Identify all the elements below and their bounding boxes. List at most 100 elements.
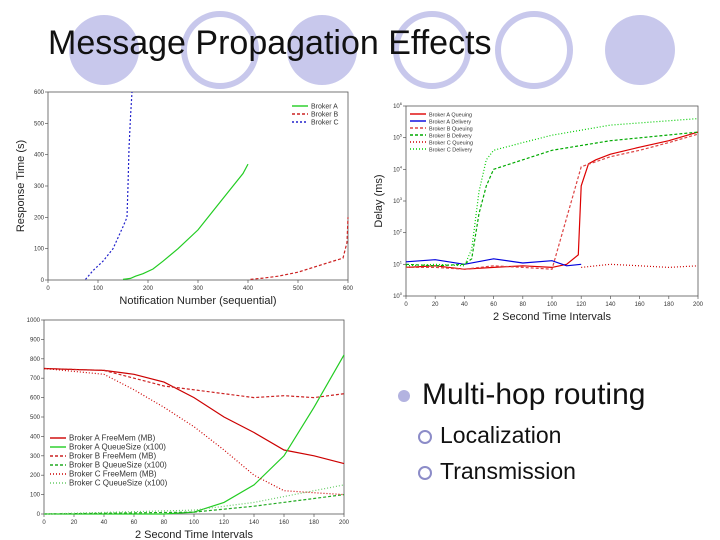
y-tick-label: 100: [34, 247, 45, 253]
deco-circle: [393, 11, 471, 89]
x-tick-label: 0: [404, 302, 408, 308]
x-tick-label: 100: [547, 302, 558, 308]
x-tick-label: 60: [131, 520, 138, 526]
legend-entry: Broker C Delivery: [429, 148, 472, 154]
y-tick-label: 500: [34, 121, 45, 127]
series-line: [405, 131, 699, 270]
bullet-sub-1: Localization: [418, 422, 561, 449]
series-line: [43, 494, 345, 515]
y-tick-label: 700: [30, 376, 41, 382]
series-line: [43, 367, 345, 496]
legend-entry: Broker A Delivery: [429, 120, 471, 126]
y-tick-label: 0: [37, 512, 41, 518]
x-tick-label: 60: [490, 302, 497, 308]
y-tick-label: 100: [393, 291, 403, 300]
bullet-sub-2: Transmission: [418, 458, 576, 485]
series-line: [406, 133, 699, 270]
plot-area: [405, 105, 699, 297]
x-tick-label: 20: [432, 302, 439, 308]
legend-entry: Broker C: [311, 120, 339, 127]
y-tick-label: 103: [393, 196, 403, 205]
x-tick-label: 20: [71, 520, 78, 526]
y-tick-label: 400: [30, 434, 41, 440]
deco-circle: [605, 15, 675, 85]
x-tick-label: 200: [693, 302, 704, 308]
legend-entry: Broker C QueueSize (x100): [69, 479, 168, 488]
x-tick-label: 120: [219, 520, 230, 526]
y-tick-label: 200: [34, 215, 45, 221]
x-tick-label: 500: [293, 286, 304, 292]
y-tick-label: 1000: [27, 318, 41, 324]
x-tick-label: 100: [93, 286, 104, 292]
bullet-dot-icon: [398, 390, 410, 403]
chart-delay: 0 20 40 60 80 100 120 140 160 180 200 100 101 102 103 1…: [373, 101, 704, 322]
bullet-main: Multi-hop routing: [398, 378, 645, 412]
bullet-main-text: Multi-hop routing: [422, 378, 646, 411]
x-tick-label: 400: [243, 286, 254, 292]
legend-entry: Broker C FreeMem (MB): [69, 470, 157, 479]
x-tick-label: 140: [249, 520, 260, 526]
y-tick-label: 300: [34, 184, 45, 190]
y-tick-label: 400: [34, 153, 45, 159]
series-line: [405, 258, 582, 267]
y-tick-label: 104: [393, 164, 403, 173]
x-tick-label: 200: [143, 286, 154, 292]
y-axis-label: Delay (ms): [373, 174, 385, 227]
series-line: [85, 91, 133, 280]
x-tick-label: 300: [193, 286, 204, 292]
chart-response-time: 0 100 200 300 400 500 600 0 100 200 300 400 500 600 No…: [15, 90, 354, 307]
plot-area: [43, 319, 345, 515]
y-tick-label: 300: [30, 454, 41, 460]
bullet-sub-2-text: Transmission: [440, 458, 576, 484]
x-tick-label: 80: [519, 302, 526, 308]
legend-entry: Broker B QueueSize (x100): [69, 461, 167, 470]
y-tick-label: 100: [30, 493, 41, 499]
legend-entry: Broker A Queuing: [429, 113, 472, 119]
x-tick-label: 40: [101, 520, 108, 526]
y-tick-label: 102: [393, 228, 403, 237]
bullet-sub-1-text: Localization: [440, 422, 562, 448]
slide-title: Message Propagation Effects: [48, 24, 492, 62]
chart-free-mem: 0 20 40 60 80 100 120 140 160 180 200 0 100 200 300 400…: [27, 318, 350, 538]
x-tick-label: 140: [605, 302, 616, 308]
legend-entry: Broker C Queuing: [429, 141, 473, 147]
x-tick-label: 160: [635, 302, 646, 308]
x-axis-label: 2 Second Time Intervals: [493, 311, 612, 322]
y-tick-label: 0: [41, 278, 45, 284]
legend-entry: Broker B Delivery: [429, 134, 472, 140]
bullet-ring-icon: [418, 465, 432, 480]
x-axis-label: Notification Number (sequential): [119, 295, 276, 307]
y-tick-label: 600: [30, 396, 41, 402]
x-tick-label: 180: [309, 520, 320, 526]
y-tick-label: 105: [393, 133, 403, 142]
legend-entry: Broker A QueueSize (x100): [69, 443, 166, 452]
x-tick-label: 0: [42, 520, 46, 526]
deco-circle: [287, 15, 357, 85]
y-tick-label: 101: [393, 259, 403, 268]
deco-circle: [181, 11, 259, 89]
legend-entry: Broker A FreeMem (MB): [69, 434, 156, 443]
legend-entry: Broker A: [311, 104, 338, 111]
legend-entry: Broker B FreeMem (MB): [69, 452, 156, 461]
x-tick-label: 200: [339, 520, 350, 526]
series-line: [43, 484, 345, 515]
legend-entry: Broker B: [311, 112, 339, 119]
x-tick-label: 120: [576, 302, 587, 308]
y-tick-label: 800: [30, 357, 41, 363]
deco-circle: [495, 11, 573, 89]
series-line: [250, 217, 349, 280]
x-tick-label: 40: [461, 302, 468, 308]
x-axis-label: 2 Second Time Intervals: [135, 529, 254, 538]
series-line: [43, 367, 345, 399]
series-line: [405, 131, 699, 267]
series-line: [44, 354, 345, 515]
x-tick-label: 100: [189, 520, 200, 526]
x-tick-label: 0: [46, 286, 50, 292]
x-tick-label: 180: [664, 302, 675, 308]
y-tick-label: 500: [30, 415, 41, 421]
y-axis-label: Response Time (s): [15, 140, 27, 232]
deco-circle: [69, 15, 139, 85]
series-line: [405, 118, 699, 267]
y-tick-label: 600: [34, 90, 45, 96]
y-tick-label: 106: [393, 101, 403, 110]
